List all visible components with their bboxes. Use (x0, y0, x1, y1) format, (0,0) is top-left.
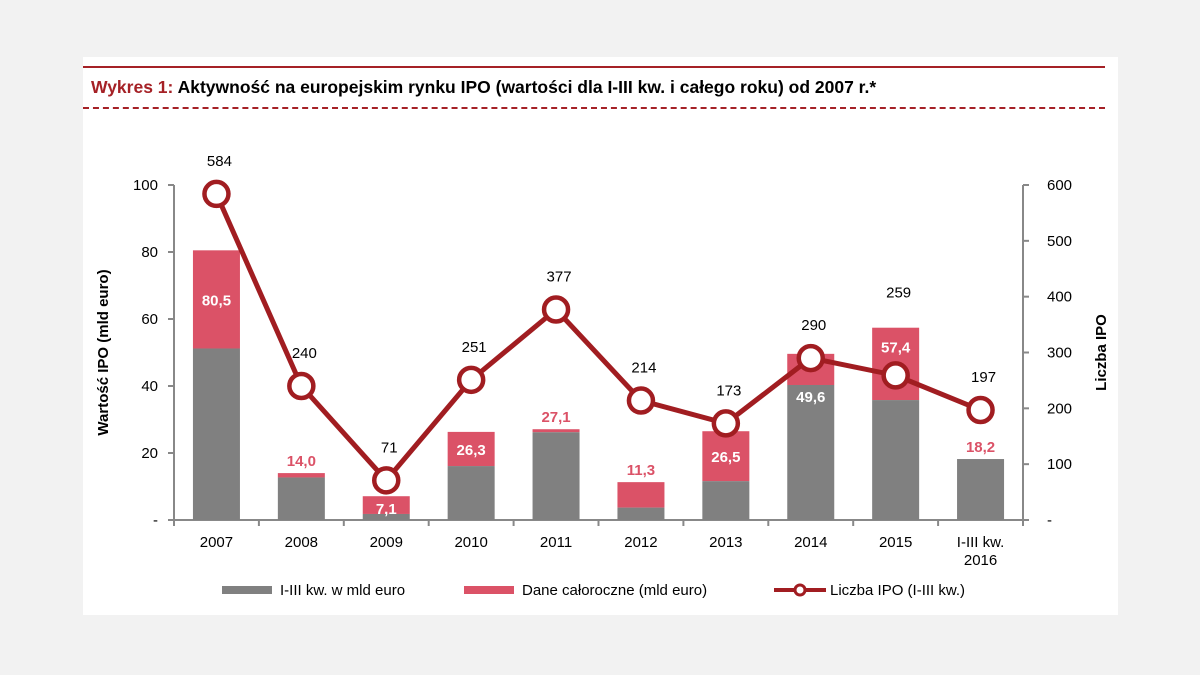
bar-total-label: 27,1 (541, 409, 570, 426)
ipo-count-label: 251 (462, 339, 487, 356)
x-tick-label: 2015 (879, 534, 912, 551)
ipo-count-marker (796, 343, 825, 373)
right-tick-label: 500 (1047, 233, 1072, 250)
bar-total-label: 7,1 (376, 501, 397, 518)
chart-title-text: Aktywność na europejskim rynku IPO (wart… (177, 77, 877, 97)
left-tick-label: 100 (133, 177, 158, 194)
ipo-count-marker (287, 371, 316, 401)
bar-q1-q3 (617, 507, 665, 520)
title-top-rule (83, 66, 1105, 68)
x-tick-label: 2012 (624, 534, 657, 551)
bar-full-year (617, 482, 665, 508)
bar-total-label: 11,3 (627, 462, 655, 479)
ipo-count-marker (202, 179, 231, 209)
chart-card (83, 57, 1118, 615)
x-tick-label: 2013 (709, 534, 742, 551)
legend-marker (793, 583, 807, 597)
legend-label-q1-q3: I-III kw. w mld euro (280, 582, 405, 599)
bar-full-year (192, 250, 240, 349)
ipo-count-line (214, 192, 982, 485)
legend-label-ipo-count: Liczba IPO (I-III kw.) (830, 582, 965, 599)
left-tick-label: - (153, 512, 158, 529)
right-tick-label: - (1047, 512, 1052, 529)
ipo-count-label: 584 (207, 153, 232, 170)
ipo-count-marker (541, 295, 571, 324)
legend-label-full-year: Dane całoroczne (mld euro) (522, 582, 707, 599)
ipo-count-label: 259 (886, 284, 911, 301)
bar-total-label: 57,4 (881, 340, 911, 357)
ipo-count-marker (626, 386, 656, 415)
legend-swatch-gray (222, 586, 272, 594)
bar-q1-q3 (362, 513, 410, 520)
bar-total-label: 80,5 (202, 292, 231, 309)
bar-q1-q3 (787, 384, 835, 520)
ipo-count-marker (711, 409, 741, 438)
bar-full-year (362, 496, 410, 514)
bar-q1-q3 (702, 481, 750, 520)
bar-total-label: 18,2 (966, 439, 995, 456)
bar-total-label: 49,6 (796, 389, 825, 406)
right-tick-label: 100 (1047, 456, 1072, 473)
left-tick-label: 60 (141, 311, 158, 328)
right-axis-title: Liczba IPO (1093, 314, 1110, 391)
ipo-count-label: 173 (716, 382, 741, 399)
x-tick-label: 2009 (370, 534, 403, 551)
bar-total-label: 26,3 (457, 442, 486, 459)
bar-full-year (277, 473, 325, 478)
bar-total-label: 26,5 (711, 449, 740, 466)
x-tick-label: 2014 (794, 534, 827, 551)
right-tick-label: 400 (1047, 289, 1072, 306)
bar-q1-q3 (532, 432, 580, 520)
bar-full-year (702, 431, 750, 482)
x-tick-label: 2010 (454, 534, 487, 551)
bar-q1-q3 (872, 400, 920, 520)
bar-q1-q3 (957, 459, 1005, 520)
legend-swatch-pink (464, 586, 514, 594)
ipo-count-marker (456, 365, 486, 395)
bar-q1-q3 (447, 466, 495, 520)
ipo-count-label: 290 (801, 317, 826, 334)
left-tick-label: 40 (141, 378, 158, 395)
ipo-count-label: 240 (292, 345, 317, 362)
ipo-count-label: 71 (381, 439, 398, 456)
ipo-count-marker (372, 466, 401, 495)
title-dotted-rule (83, 107, 1105, 109)
x-tick-label: 2007 (200, 534, 233, 551)
bar-full-year (447, 431, 495, 467)
right-tick-label: 300 (1047, 345, 1072, 362)
left-tick-label: 80 (141, 244, 158, 261)
x-tick-label: 2008 (285, 534, 318, 551)
ipo-count-label: 377 (547, 269, 572, 286)
ipo-count-label: 214 (631, 360, 656, 377)
bar-total-label: 14,0 (287, 453, 316, 470)
x-tick-label: I-III kw. (957, 534, 1005, 551)
x-tick-label: 2011 (540, 534, 572, 551)
chart-title-prefix: Wykres 1: (91, 77, 174, 97)
x-tick-label: 2016 (964, 552, 997, 569)
ipo-count-marker (881, 361, 910, 390)
bar-q1-q3 (192, 348, 240, 520)
ipo-count-label: 197 (971, 369, 996, 386)
left-axis-title: Wartość IPO (mld euro) (95, 269, 112, 435)
right-tick-label: 600 (1047, 177, 1072, 194)
ipo-count-marker (966, 395, 995, 425)
bar-q1-q3 (277, 477, 325, 520)
bar-full-year (532, 429, 580, 433)
chart-title: Wykres 1: Aktywność na europejskim rynku… (91, 77, 876, 98)
left-tick-label: 20 (141, 445, 158, 462)
right-tick-label: 200 (1047, 400, 1072, 417)
